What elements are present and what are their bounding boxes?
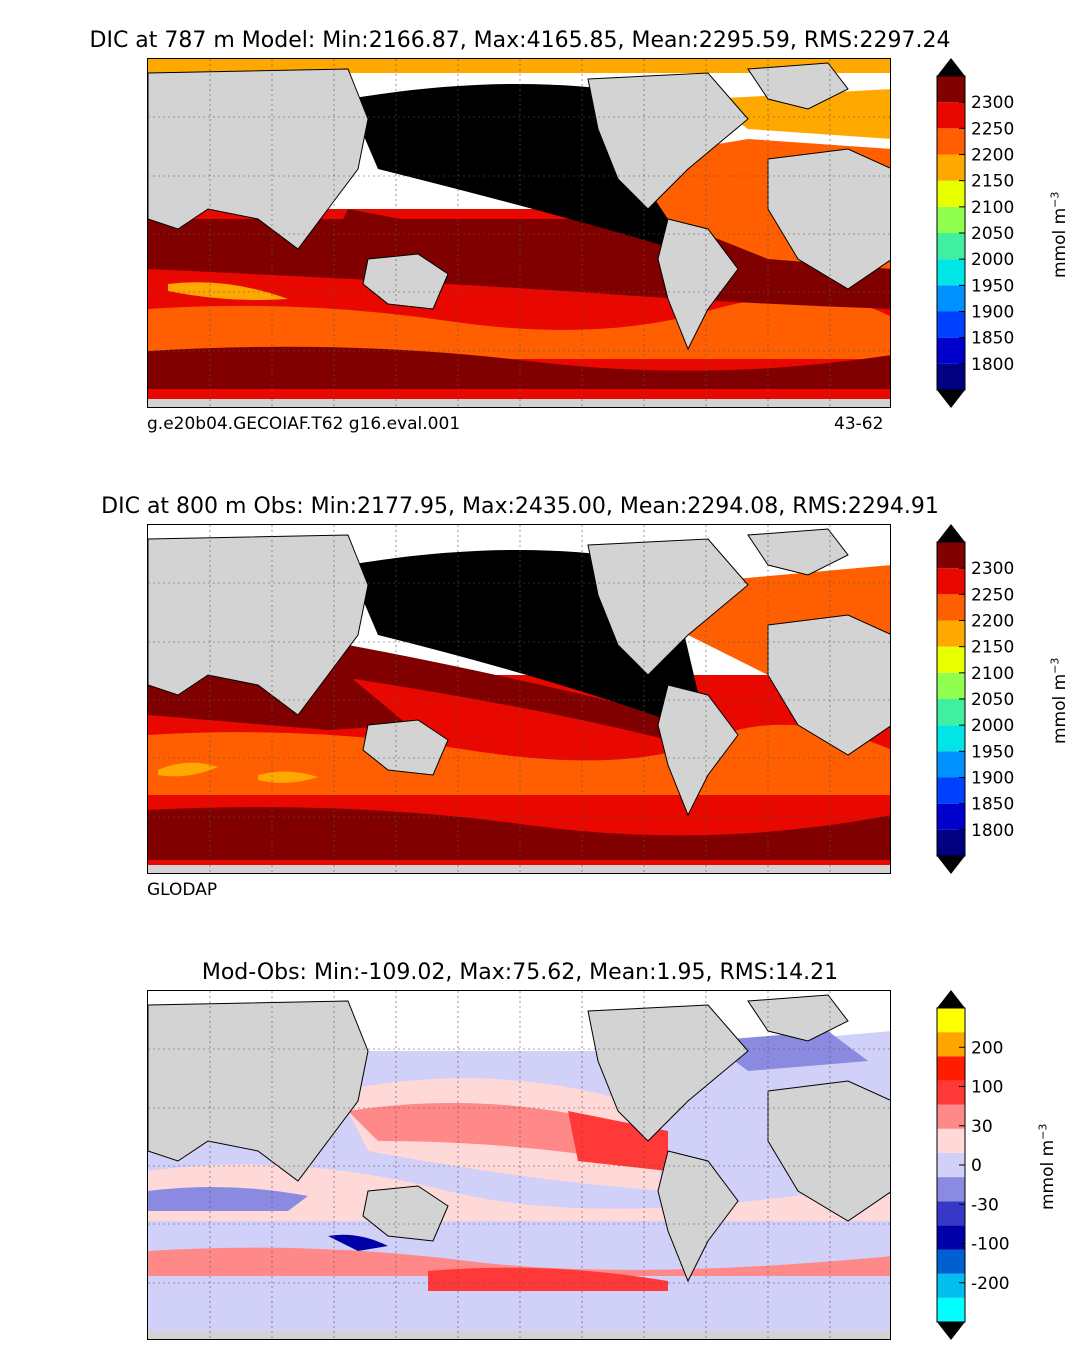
colorbar-tick-label: -100 <box>971 1235 1010 1255</box>
colorbar-segment <box>937 1225 965 1250</box>
colorbar-segment <box>937 646 965 673</box>
colorbar-tick-label: 2100 <box>971 664 1014 684</box>
colorbar-segment <box>937 337 965 364</box>
colorbar-tick-label: 1850 <box>971 329 1014 349</box>
colorbar-tick-label: 200 <box>971 1038 1003 1058</box>
colorbar-segment <box>937 1128 965 1153</box>
colorbar-segment <box>937 699 965 726</box>
colorbar-segment <box>937 285 965 312</box>
map-canvas <box>148 59 890 407</box>
panel-title: Mod-Obs: Min:-109.02, Max:75.62, Mean:1.… <box>201 960 839 985</box>
panel-title: DIC at 787 m Model: Min:2166.87, Max:416… <box>89 28 951 53</box>
run-name: g.e20b04.GECOIAF.T62 g16.eval.001 <box>147 414 461 434</box>
colorbar-tick-label: 1800 <box>971 821 1014 841</box>
colorbar-tick-label: 2050 <box>971 690 1014 710</box>
colorbar-tick-label: 2050 <box>971 224 1014 244</box>
colorbar-segment <box>937 1177 965 1202</box>
colorbar-segment <box>937 154 965 181</box>
colorbar-segment <box>937 542 965 569</box>
colorbar-tick-label: 2200 <box>971 146 1014 166</box>
colorbar-segment <box>937 1201 965 1226</box>
colorbar-segment <box>937 206 965 233</box>
colorbar-tick-label: 2200 <box>971 612 1014 632</box>
colorbar-segment <box>937 803 965 830</box>
colorbar-tick-label: 2300 <box>971 559 1014 579</box>
colorbar-tick-label: -200 <box>971 1274 1010 1294</box>
colorbar-segment <box>937 1249 965 1274</box>
colorbar-tick-label: 2250 <box>971 119 1014 139</box>
colorbar-tick-label: 2250 <box>971 585 1014 605</box>
colorbar-segment <box>937 363 965 390</box>
colorbar-segment <box>937 259 965 286</box>
map-canvas <box>148 991 890 1339</box>
colorbar-tick-label: 1950 <box>971 742 1014 762</box>
map-model-dic <box>147 58 891 408</box>
unit-label: mmol m−3 <box>1048 657 1071 745</box>
unit-label: mmol m−3 <box>1048 191 1071 279</box>
colorbar-segment <box>937 1080 965 1105</box>
colorbar-segment <box>937 1104 965 1129</box>
colorbar-segment <box>937 233 965 260</box>
colorbar-segment <box>937 1032 965 1057</box>
colorbar-tick-label: 1850 <box>971 795 1014 815</box>
colorbar-obs: 1800 1850 1900 1950 2000 2050 2100 2150 2200 2250… <box>936 524 1014 874</box>
colorbar-segment <box>937 1297 965 1322</box>
colorbar-model: 1800 1850 1900 1950 2000 2050 2100 2150 2200 2250… <box>936 58 1014 408</box>
colorbar-extend-max <box>937 524 965 542</box>
panel-title: DIC at 800 m Obs: Min:2177.95, Max:2435.… <box>101 494 939 519</box>
colorbar-svg: -200 -100 -30 0 30 100 200 <box>936 990 1010 1340</box>
colorbar-tick-label: 2300 <box>971 93 1014 113</box>
colorbar-segment <box>937 751 965 778</box>
colorbar-segment <box>937 829 965 856</box>
map-canvas <box>148 525 890 873</box>
colorbar-tick-label: 0 <box>971 1156 982 1176</box>
colorbar-segment <box>937 1056 965 1081</box>
colorbar-tick-label: -30 <box>971 1195 999 1215</box>
colorbar-tick-label: 1800 <box>971 355 1014 375</box>
colorbar-tick-label: 2000 <box>971 250 1014 270</box>
colorbar-extend-min <box>937 1322 965 1340</box>
colorbar-tick-label: 100 <box>971 1078 1003 1098</box>
colorbar-segment <box>937 620 965 647</box>
map-obs-dic <box>147 524 891 874</box>
colorbar-segment <box>937 180 965 207</box>
colorbar-segment <box>937 102 965 129</box>
colorbar-segment <box>937 76 965 103</box>
colorbar-tick-label: 1900 <box>971 769 1014 789</box>
colorbar-tick-label: 30 <box>971 1117 993 1137</box>
colorbar-segment <box>937 311 965 338</box>
dataset-name: GLODAP <box>147 880 218 900</box>
colorbar-tick-label: 2100 <box>971 198 1014 218</box>
colorbar-segment <box>937 777 965 804</box>
unit-label: mmol m−3 <box>1036 1123 1059 1211</box>
colorbar-tick-label: 1900 <box>971 303 1014 323</box>
map-model-minus-obs <box>147 990 891 1340</box>
colorbar-tick-label: 2150 <box>971 172 1014 192</box>
colorbar-segment <box>937 568 965 595</box>
colorbar-extend-min <box>937 390 965 408</box>
colorbar-segment <box>937 594 965 621</box>
colorbar-extend-min <box>937 856 965 874</box>
colorbar-segment <box>937 672 965 699</box>
colorbar-segment <box>937 725 965 752</box>
colorbar-tick-label: 1950 <box>971 276 1014 296</box>
colorbar-extend-max <box>937 58 965 76</box>
year-range: 43-62 <box>834 414 884 434</box>
colorbar-diff: -200 -100 -30 0 30 100 200 <box>936 990 1010 1340</box>
colorbar-svg: 1800 1850 1900 1950 2000 2050 2100 2150 2200 2250… <box>936 524 1014 874</box>
colorbar-tick-label: 2000 <box>971 716 1014 736</box>
colorbar-extend-max <box>937 990 965 1008</box>
colorbar-segment <box>937 128 965 155</box>
colorbar-tick-label: 2150 <box>971 638 1014 658</box>
colorbar-segment <box>937 1273 965 1298</box>
colorbar-svg: 1800 1850 1900 1950 2000 2050 2100 2150 2200 2250… <box>936 58 1014 408</box>
colorbar-segment <box>937 1008 965 1033</box>
